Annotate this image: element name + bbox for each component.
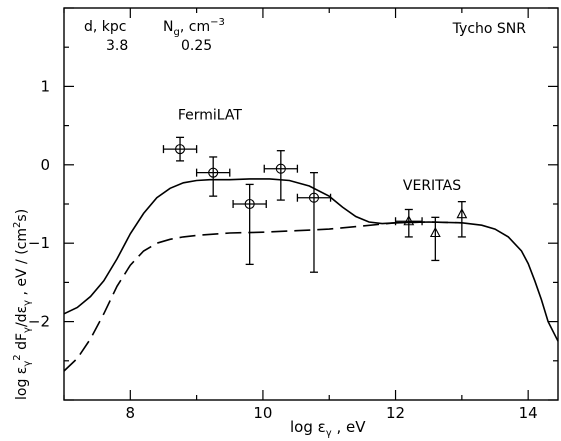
model-curves bbox=[63, 178, 559, 372]
fermilat-point bbox=[263, 150, 299, 201]
annotation-fermilat: FermiLAT bbox=[178, 107, 243, 123]
model-curve-solid bbox=[63, 178, 559, 342]
param-n-subscript: g bbox=[173, 27, 179, 38]
x-tick-label: 14 bbox=[519, 404, 538, 422]
y-axis-label-exp: 2 bbox=[12, 354, 23, 360]
y-axis-label-end: s) bbox=[14, 209, 30, 222]
fermilat-marker bbox=[174, 144, 186, 155]
veritas-point bbox=[394, 208, 423, 238]
y-axis-label-sub1: γ bbox=[22, 361, 33, 367]
y-axis-label-sub2: γ bbox=[22, 327, 33, 333]
x-axis-label-sub: γ bbox=[326, 428, 332, 439]
fermilat-point bbox=[232, 183, 267, 266]
veritas-marker bbox=[456, 208, 468, 219]
fermilat-point bbox=[195, 156, 231, 197]
veritas-marker bbox=[429, 226, 441, 238]
annotation-veritas: VERITAS bbox=[403, 178, 461, 194]
veritas-point bbox=[456, 200, 468, 238]
veritas-point bbox=[429, 216, 441, 262]
y-axis-label-log: log ε bbox=[14, 367, 30, 400]
data-points bbox=[162, 136, 468, 273]
model-curve-dashed bbox=[63, 221, 462, 372]
fermilat-marker bbox=[244, 198, 255, 210]
tick-labels: 8 10 12 14 −2 −1 0 1 bbox=[28, 77, 538, 422]
param-n-unit: , cm bbox=[180, 19, 210, 35]
y-tick-label: 0 bbox=[40, 156, 50, 174]
x-tick-label: 12 bbox=[386, 404, 405, 422]
y-axis-label-sub3: γ bbox=[22, 300, 33, 306]
x-axis-label-text: log ε bbox=[290, 418, 326, 436]
param-d-value: 3.8 bbox=[106, 38, 128, 54]
param-d-label: d, kpc bbox=[84, 19, 126, 35]
x-tick-label: 8 bbox=[126, 404, 136, 422]
y-tick-label: 1 bbox=[40, 77, 50, 95]
x-axis-label: log εγ , eV bbox=[290, 418, 366, 439]
y-axis-label-de: /dε bbox=[14, 306, 30, 327]
x-axis-label-unit: , eV bbox=[332, 418, 367, 436]
param-n-exponent: −3 bbox=[210, 17, 225, 28]
plot-frame bbox=[63, 7, 559, 401]
chart-title: Tycho SNR bbox=[452, 21, 527, 37]
veritas-marker bbox=[403, 215, 415, 226]
y-axis-label-exp2: 2 bbox=[12, 222, 23, 228]
param-n-value: 0.25 bbox=[181, 38, 212, 54]
ticks bbox=[63, 7, 558, 401]
y-axis-label-df: dF bbox=[14, 333, 30, 354]
y-axis-label: log εγ2 dFγ/dεγ , eV / (cm2s) bbox=[12, 209, 33, 400]
param-n-symbol: N bbox=[163, 19, 173, 35]
y-axis-label-unit: , eV / (cm bbox=[14, 228, 30, 300]
fermilat-point bbox=[162, 136, 198, 162]
y-tick-label: −1 bbox=[28, 234, 50, 252]
x-tick-label: 10 bbox=[253, 404, 272, 422]
fermilat-marker bbox=[208, 167, 219, 178]
fermilat-marker bbox=[308, 192, 320, 203]
fermilat-point bbox=[296, 171, 332, 273]
param-n-label: Ng, cm−3 bbox=[163, 17, 225, 38]
fermilat-marker bbox=[275, 163, 286, 174]
y-tick-label: −2 bbox=[28, 313, 50, 331]
